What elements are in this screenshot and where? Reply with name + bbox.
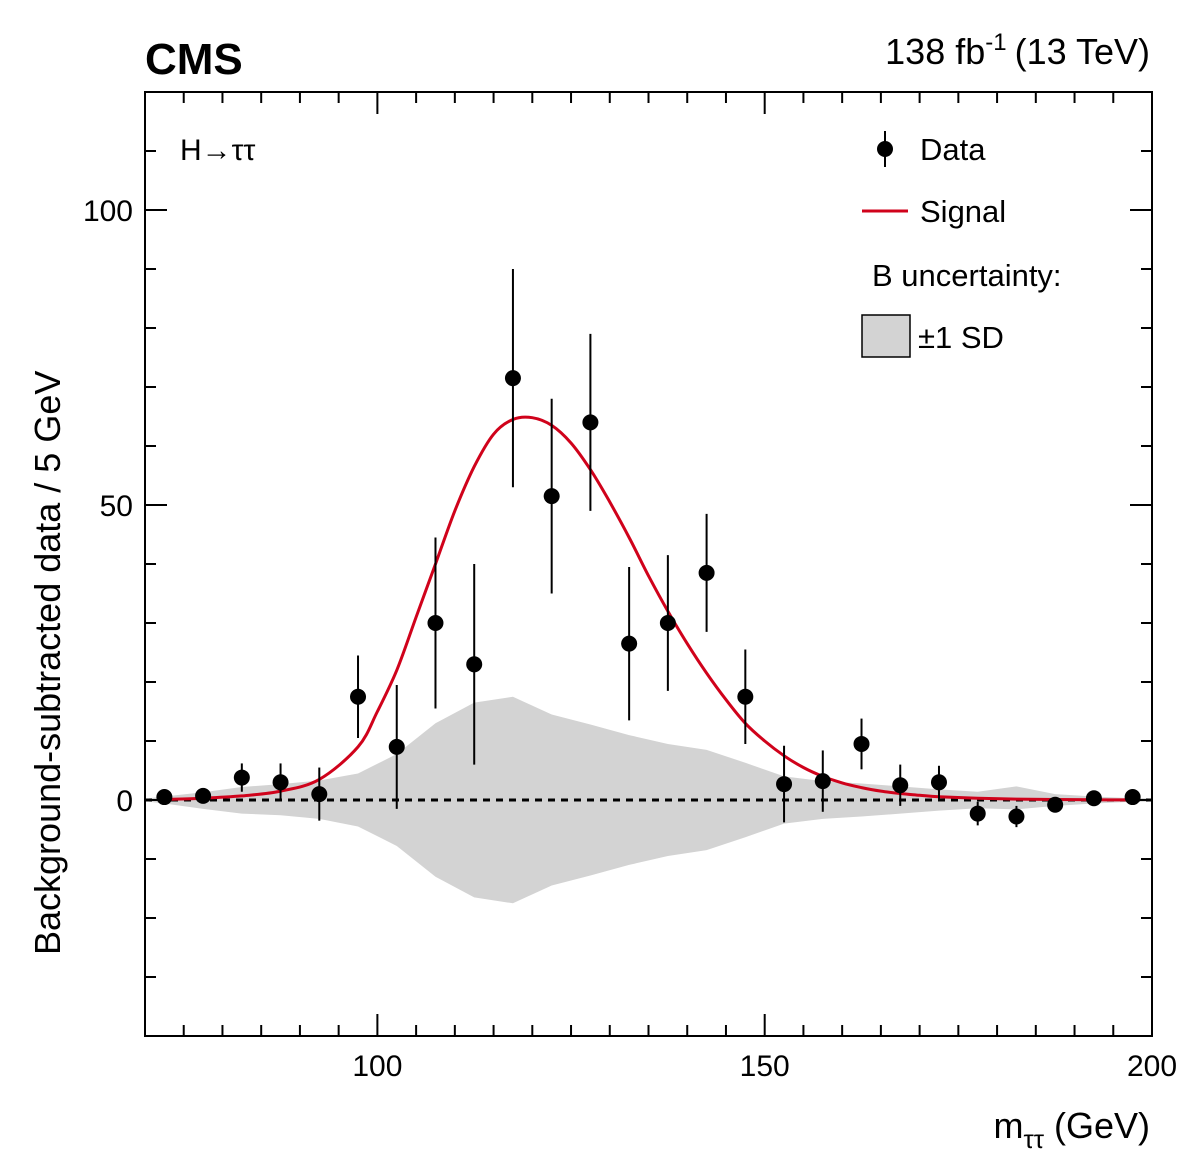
data-point [814, 750, 831, 812]
data-point-marker [1008, 808, 1025, 825]
x-axis-title-subscript: ττ [1023, 1124, 1044, 1151]
luminosity-label: 138 fb-1 (13 TeV) [885, 29, 1150, 72]
data-point [1124, 789, 1141, 806]
data-point [233, 763, 250, 792]
data-point-marker [466, 656, 483, 673]
data-point-marker [311, 786, 328, 803]
data-point [427, 537, 444, 709]
axis-ticks: 100 150 200 0 50 100 [83, 92, 1177, 1083]
data-point [543, 398, 560, 594]
data-point [1047, 796, 1064, 813]
legend-signal-label: Signal [920, 194, 1006, 229]
x-tick-label: 150 [740, 1050, 790, 1083]
data-point [698, 513, 715, 632]
legend-data-marker [877, 141, 893, 157]
y-tick-label: 0 [116, 785, 133, 818]
data-point-marker [814, 773, 831, 790]
data-point-marker [621, 635, 638, 652]
y-axis-title: Background-subtracted data / 5 GeV [27, 371, 68, 955]
uncertainty-band [148, 696, 1149, 904]
data-point-marker [156, 789, 173, 806]
data-point-marker [930, 774, 947, 791]
data-point [311, 767, 328, 821]
data-point-marker [582, 414, 599, 431]
data-point [737, 649, 754, 744]
data-point-marker [969, 805, 986, 822]
legend-data-label: Data [920, 132, 986, 167]
signal-curve [164, 415, 1133, 802]
data-point [892, 764, 909, 806]
uncertainty-band-layer [148, 696, 1149, 904]
data-point-marker [350, 688, 367, 705]
lumi-exponent: -1 [985, 29, 1006, 56]
data-point [272, 763, 289, 802]
data-point [776, 745, 793, 823]
data-point [466, 564, 483, 765]
data-point-marker [427, 615, 444, 631]
data-point [659, 555, 676, 691]
data-point-marker [543, 488, 560, 505]
signal-curve-layer [164, 415, 1133, 802]
data-point [156, 789, 173, 806]
data-point [1008, 805, 1025, 828]
x-tick-label: 100 [352, 1050, 402, 1083]
data-point-marker [195, 787, 212, 804]
data-point [853, 718, 870, 770]
data-point [195, 787, 212, 804]
y-tick-label: 100 [83, 195, 133, 228]
data-points-layer [156, 269, 1141, 828]
data-point [1085, 790, 1102, 807]
data-point-marker [659, 615, 676, 631]
data-point-marker [698, 564, 715, 581]
legend-band-title: B uncertainty: [872, 258, 1062, 293]
data-point-marker [892, 777, 909, 794]
data-point [388, 684, 405, 809]
process-label: H→ττ [180, 134, 256, 167]
data-point-marker [1124, 789, 1141, 806]
data-point [504, 269, 521, 488]
x-axis-title: mττ (GeV) [993, 1105, 1150, 1151]
data-point-marker [1047, 796, 1064, 813]
data-point [582, 333, 599, 511]
experiment-label: CMS [145, 35, 243, 84]
data-point-marker [233, 769, 250, 786]
data-point [350, 655, 367, 739]
plot-frame [144, 91, 1153, 1037]
x-axis-title-unit: (GeV) [1054, 1105, 1150, 1146]
data-point-marker [388, 738, 405, 755]
data-point [621, 566, 638, 721]
data-point-marker [737, 688, 754, 705]
data-point-marker [504, 370, 521, 387]
data-point-marker [272, 774, 289, 791]
legend-band-label: ±1 SD [918, 320, 1004, 355]
data-point-marker [853, 735, 870, 752]
data-point [969, 801, 986, 826]
x-axis-title-main: m [993, 1105, 1023, 1146]
data-point-marker [776, 776, 793, 793]
y-tick-label: 50 [100, 490, 133, 523]
legend: Data Signal B uncertainty: ±1 SD [861, 131, 1062, 358]
legend-band-swatch [861, 314, 911, 358]
x-tick-label: 200 [1127, 1050, 1177, 1083]
data-point-marker [1085, 790, 1102, 807]
lumi-value: 138 fb [885, 31, 985, 72]
data-point [930, 765, 947, 799]
energy-label: (13 TeV) [1015, 31, 1150, 72]
